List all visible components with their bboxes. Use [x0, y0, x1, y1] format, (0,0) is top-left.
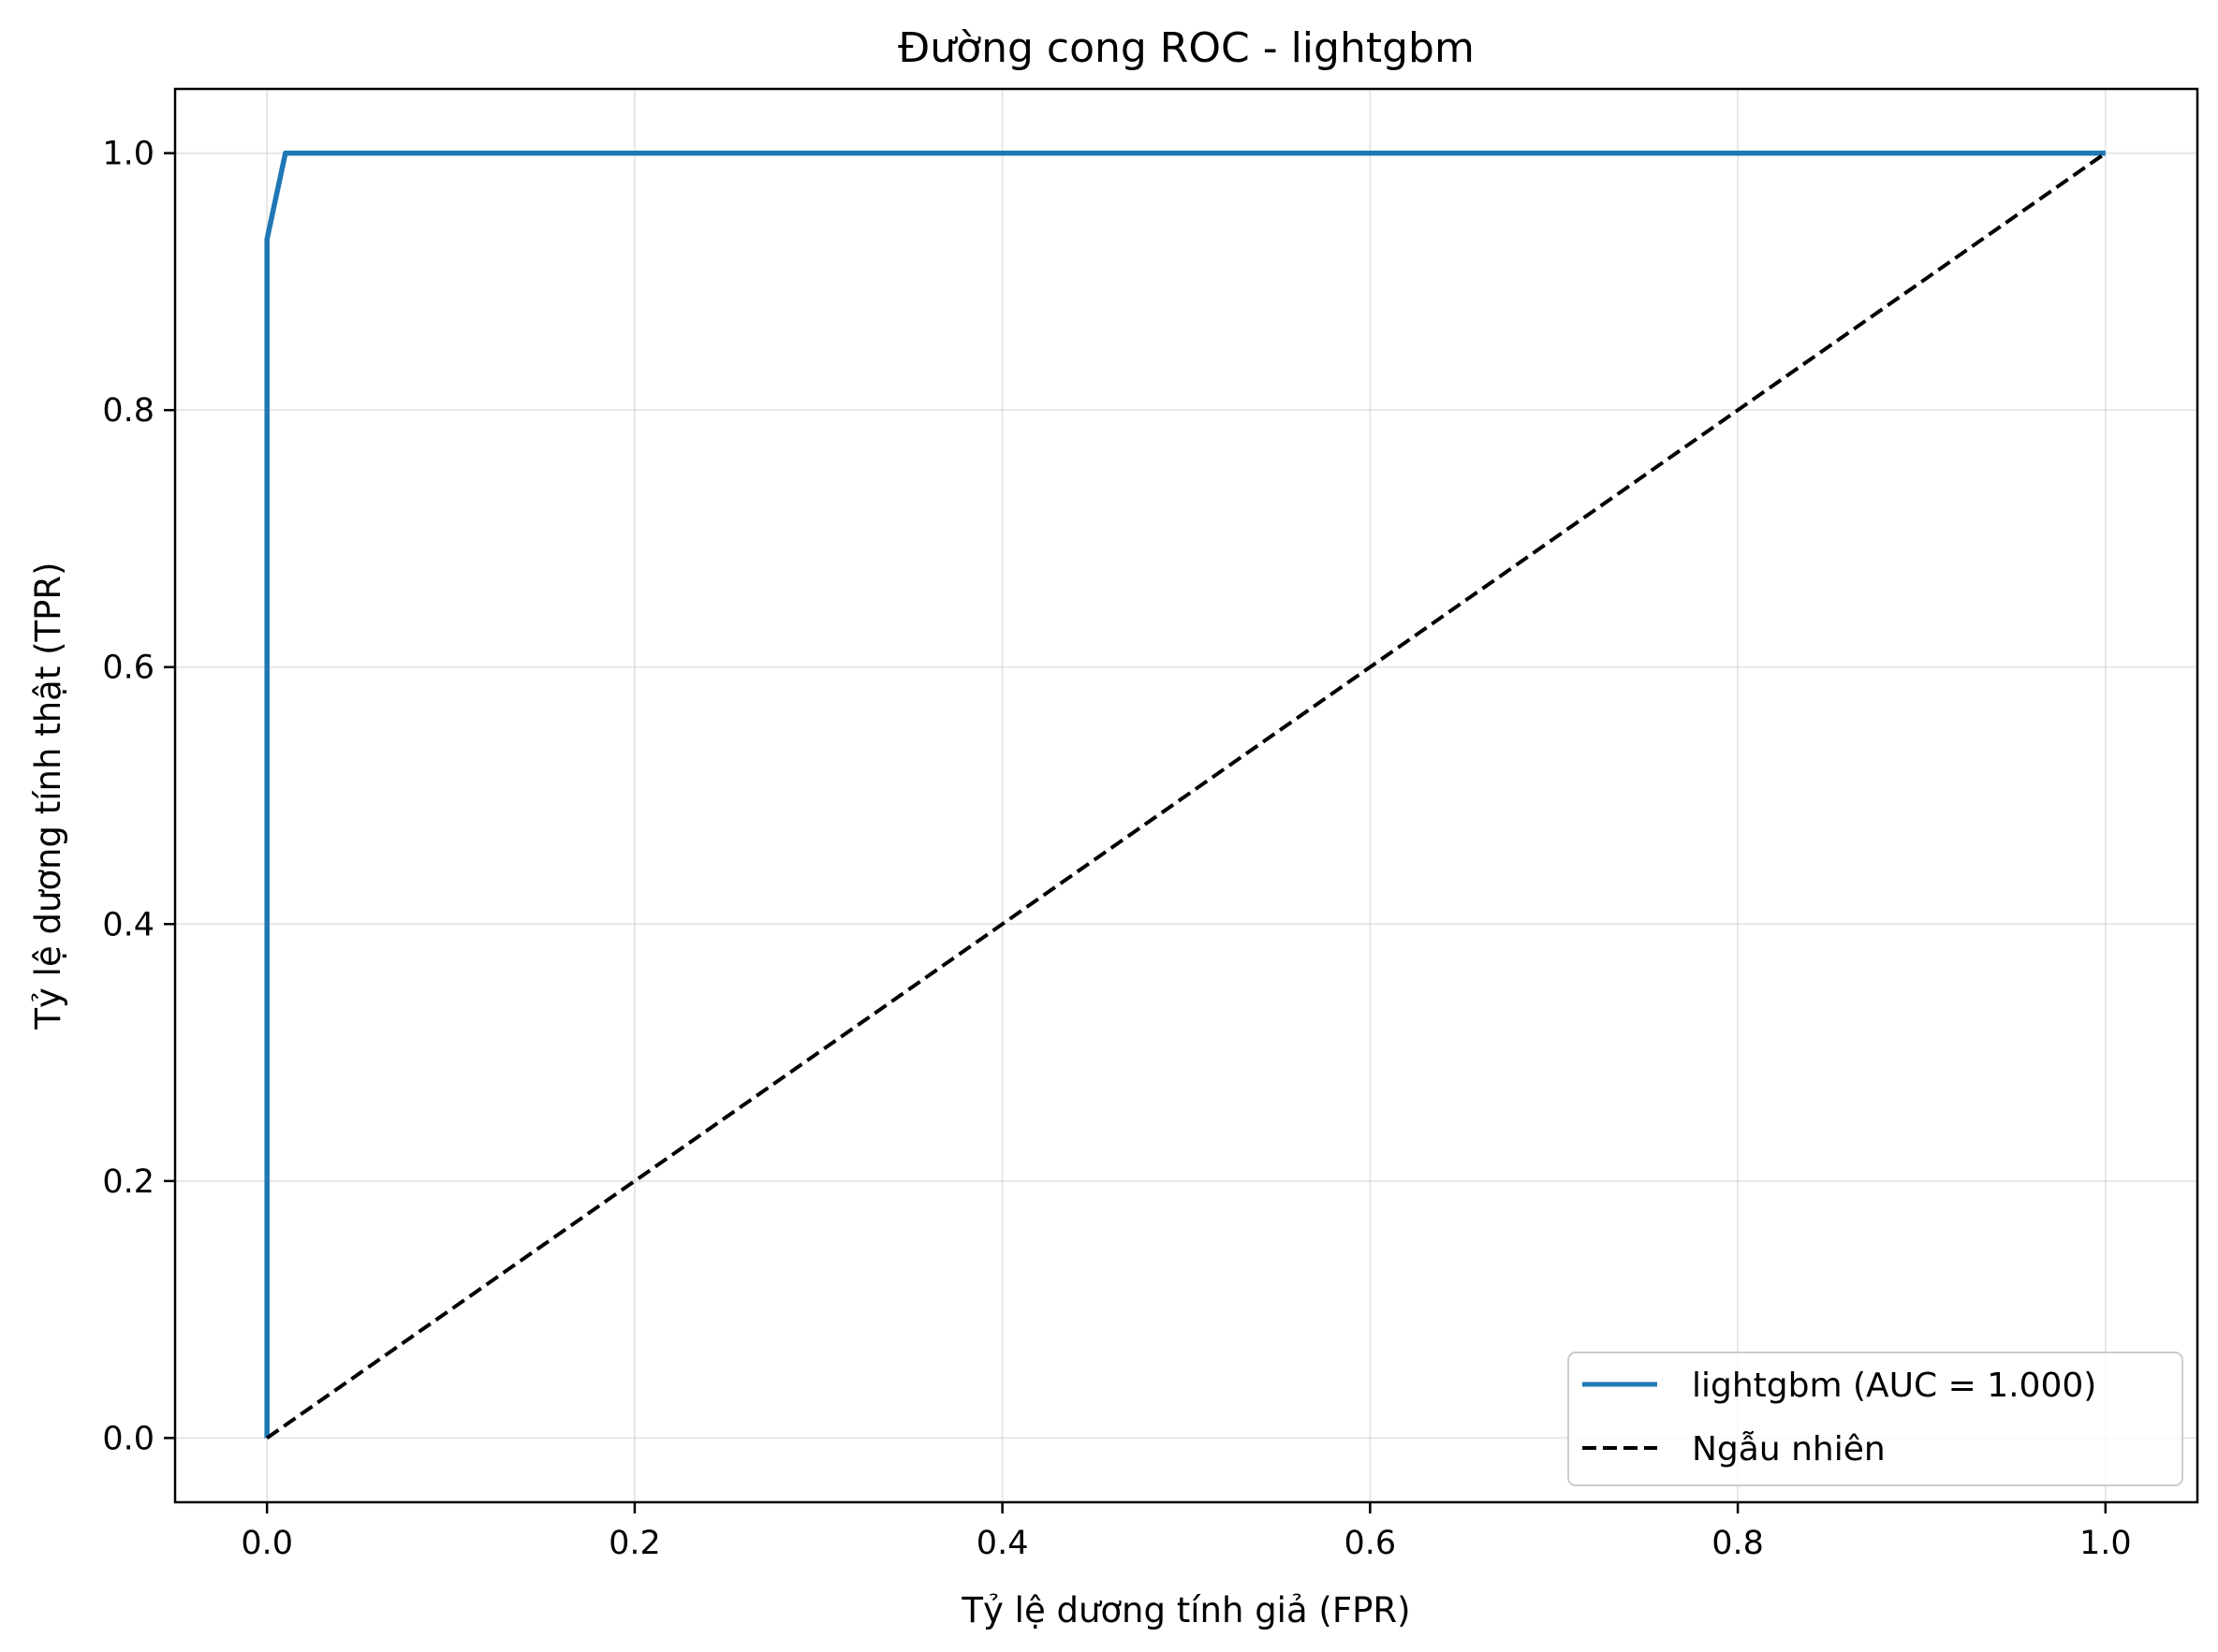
- grid-lines: [175, 89, 2197, 1502]
- y-tick-label: 1.0: [102, 136, 154, 173]
- legend-label-random: Ngẫu nhiên: [1692, 1430, 1886, 1469]
- plot-frame: [173, 87, 2199, 1504]
- x-tick-label: 0.8: [1711, 1525, 1764, 1562]
- x-tick-label: 1.0: [2079, 1525, 2132, 1562]
- x-tick-label: 0.6: [1344, 1525, 1397, 1562]
- random-baseline-line: [266, 152, 2107, 1440]
- legend: lightgbm (AUC = 1.000) Ngẫu nhiên: [1567, 1352, 2183, 1486]
- axis-ticks: 0.0 0.2 0.4 0.6 0.8 1.0 0.0 0.2 0.4 0.6 0.8 1.0: [102, 136, 2131, 1562]
- x-tick-label: 0.2: [609, 1525, 661, 1562]
- y-tick-label: 0.6: [102, 650, 154, 687]
- y-tick-label: 0.2: [102, 1163, 154, 1201]
- plot-series: [264, 150, 2107, 1440]
- roc-curve-line: [264, 150, 2106, 1439]
- y-tick-label: 0.0: [102, 1420, 154, 1457]
- x-axis-label: Tỷ lệ dương tính giả (FPR): [961, 1590, 1410, 1630]
- legend-box: [1567, 1352, 2183, 1486]
- x-tick-label: 0.0: [241, 1525, 293, 1562]
- legend-label-lightgbm: lightgbm (AUC = 1.000): [1692, 1367, 2096, 1405]
- y-tick-label: 0.8: [102, 392, 154, 430]
- y-axis-label: Tỷ lệ dương tính thật (TPR): [28, 562, 68, 1030]
- y-tick-label: 0.4: [102, 906, 154, 943]
- chart-title: Đường cong ROC - lightgbm: [898, 24, 1475, 72]
- x-tick-label: 0.4: [977, 1525, 1029, 1562]
